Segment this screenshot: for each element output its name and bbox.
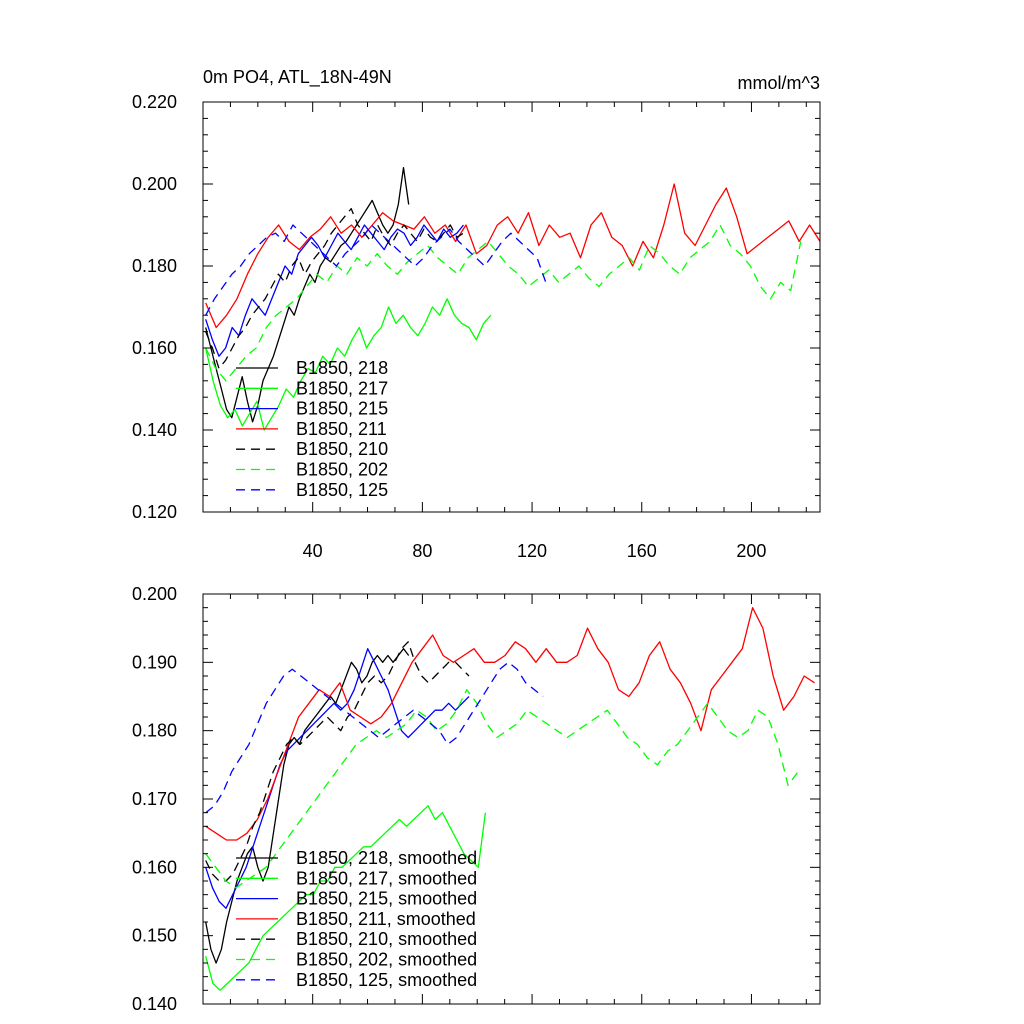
x-tick-label: 80 — [412, 541, 432, 561]
series-line-b1850-217-smoothed — [205, 805, 487, 991]
x-tick-label: 120 — [517, 541, 547, 561]
chart-title: 0m PO4, ATL_18N-49N — [203, 67, 392, 88]
legend-label: B1850, 211 — [296, 419, 387, 439]
legend-label: B1850, 202 — [296, 460, 388, 480]
x-tick-label: 160 — [627, 541, 657, 561]
legend-label: B1850, 217, smoothed — [296, 868, 477, 888]
y-tick-label: 0.180 — [132, 256, 177, 276]
y-tick-label: 0.150 — [132, 926, 177, 946]
y-tick-label: 0.200 — [132, 584, 177, 604]
series-line-b1850-125-smoothed — [205, 661, 544, 814]
legend-label: B1850, 215 — [296, 399, 388, 419]
legend-label: B1850, 210 — [296, 439, 388, 459]
series-line-b1850-215-smoothed — [205, 648, 470, 909]
y-tick-label: 0.120 — [132, 502, 177, 522]
y-tick-label: 0.160 — [132, 338, 177, 358]
plot-frame — [202, 101, 821, 513]
chart-units: mmol/m^3 — [738, 73, 820, 93]
series-line-b1850-211-smoothed — [205, 607, 815, 841]
series-line-b1850-215 — [205, 224, 465, 357]
series-line-b1850-218 — [205, 166, 410, 423]
y-tick-label: 0.170 — [132, 789, 177, 809]
y-tick-label: 0.220 — [132, 92, 177, 112]
legend-label: B1850, 217 — [296, 378, 388, 398]
legend-label: B1850, 218, smoothed — [296, 848, 477, 868]
series-line-b1850-211 — [205, 183, 821, 329]
legend-label: B1850, 218 — [296, 358, 388, 378]
series-line-b1850-217 — [205, 298, 492, 431]
y-tick-label: 0.200 — [132, 174, 177, 194]
bottom-panel: 0.140 0.150 0.160 0.170 0.180 0.190 0.200 B185… — [132, 584, 821, 1014]
series-line-b1850-202-smoothed — [205, 689, 799, 889]
x-tick-label: 200 — [736, 541, 766, 561]
legend-label: B1850, 125 — [296, 480, 388, 500]
y-tick-label: 0.180 — [132, 721, 177, 741]
x-tick-label: 40 — [303, 541, 323, 561]
y-tick-label: 0.140 — [132, 994, 177, 1014]
series-line-b1850-210 — [205, 207, 464, 370]
series-line-b1850-202 — [205, 224, 802, 382]
top-panel: 0m PO4, ATL_18N-49N mmol/m^3 0.120 0.140 0… — [132, 67, 821, 561]
y-tick-label: 0.190 — [132, 652, 177, 672]
legend-label: B1850, 215, smoothed — [296, 889, 477, 909]
legend-label: B1850, 210, smoothed — [296, 929, 477, 949]
y-tick-label: 0.140 — [132, 420, 177, 440]
y-tick-label: 0.160 — [132, 857, 177, 877]
legend-label: B1850, 202, smoothed — [296, 950, 477, 970]
series-line-b1850-125 — [205, 224, 547, 316]
legend-label: B1850, 211, smoothed — [296, 909, 476, 929]
legend-label: B1850, 125, smoothed — [296, 970, 477, 990]
series-line-b1850-210-smoothed — [205, 641, 470, 882]
series-line-b1850-218-smoothed — [205, 648, 410, 964]
